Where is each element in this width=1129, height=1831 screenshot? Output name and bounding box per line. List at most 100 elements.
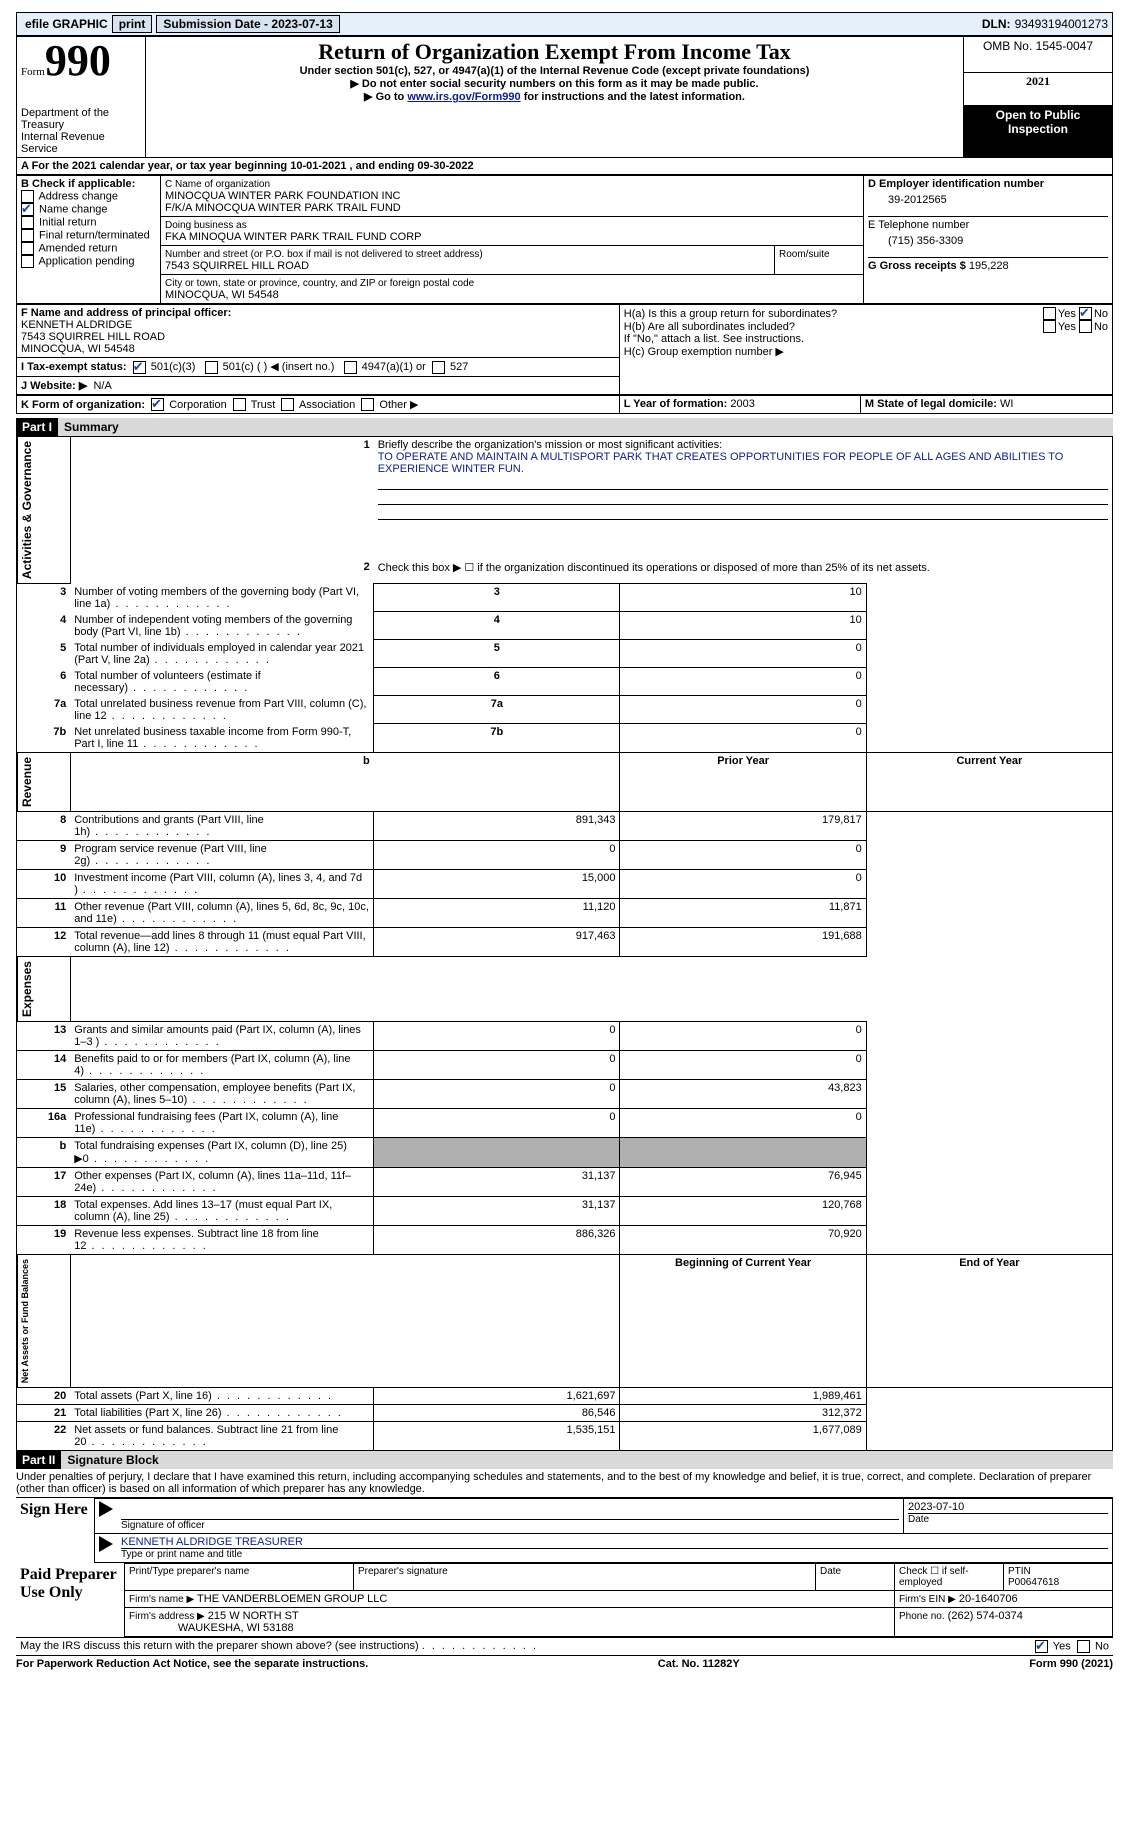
firm-addr-label: Firm's address ▶ — [129, 1611, 205, 1622]
gross-receipts: 195,228 — [969, 260, 1009, 272]
firm-ein-label: Firm's EIN ▶ — [899, 1594, 956, 1605]
dln-label: DLN: — [982, 17, 1011, 31]
firm-name-label: Firm's name ▶ — [129, 1594, 194, 1605]
sig-arrow-icon — [99, 1536, 113, 1552]
summary-row: 4 Number of independent voting members o… — [17, 612, 1113, 640]
submission-button[interactable]: Submission Date - 2023-07-13 — [156, 15, 339, 33]
website: N/A — [93, 380, 111, 392]
street-label: Number and street (or P.O. box if mail i… — [165, 249, 483, 260]
checkbox[interactable] — [21, 242, 34, 255]
i-527[interactable] — [432, 361, 445, 374]
city: MINOCQUA, WI 54548 — [165, 289, 279, 301]
k-other[interactable] — [361, 398, 374, 411]
dln-value: 93493194001273 — [1015, 17, 1108, 31]
col-prior: Prior Year — [620, 752, 866, 811]
officer-group-info: F Name and address of principal officer:… — [16, 304, 1113, 395]
summary-row: 7a Total unrelated business revenue from… — [17, 696, 1113, 724]
summary-row: 3 Number of voting members of the govern… — [17, 584, 1113, 612]
vtext-net: Net Assets or Fund Balances — [17, 1255, 32, 1387]
summary-row: 9 Program service revenue (Part VIII, li… — [17, 840, 1113, 869]
ha-yes[interactable] — [1043, 307, 1056, 320]
discuss-no[interactable] — [1077, 1640, 1090, 1653]
officer-name: KENNETH ALDRIDGE — [21, 319, 132, 331]
summary-row: 17 Other expenses (Part IX, column (A), … — [17, 1167, 1113, 1196]
k-assoc[interactable] — [281, 398, 294, 411]
ein: 39-2012565 — [868, 190, 1108, 216]
org-name-1: MINOCQUA WINTER PARK FOUNDATION INC — [165, 190, 401, 202]
p-sig-label: Preparer's signature — [354, 1564, 816, 1591]
p-check: Check ☐ if self-employed — [895, 1564, 1004, 1591]
col-boy: Beginning of Current Year — [620, 1254, 866, 1387]
ha-no[interactable] — [1079, 307, 1092, 320]
city-label: City or town, state or province, country… — [165, 278, 474, 289]
box-e-label: E Telephone number — [868, 216, 1108, 231]
org-name-2: F/K/A MINOCQUA WINTER PARK TRAIL FUND — [165, 202, 401, 214]
box-k-label: K Form of organization: — [21, 399, 145, 411]
checkbox[interactable] — [21, 229, 34, 242]
ptin: P00647618 — [1008, 1577, 1059, 1588]
i-501c3[interactable] — [133, 361, 146, 374]
i-501c[interactable] — [205, 361, 218, 374]
box-b-item: Application pending — [21, 255, 156, 268]
sig-date: 2023-07-10 — [908, 1501, 1108, 1513]
footer: For Paperwork Reduction Act Notice, see … — [16, 1656, 1113, 1672]
state-domicile: WI — [1000, 398, 1013, 410]
type-name-label: Type or print name and title — [121, 1548, 1108, 1560]
date-label: Date — [908, 1513, 1108, 1525]
hb-yes[interactable] — [1043, 320, 1056, 333]
vtext-revenue: Revenue — [17, 753, 36, 811]
part2-header: Part II Signature Block — [16, 1451, 1113, 1469]
paid-preparer-label: Paid Preparer Use Only — [16, 1564, 125, 1637]
line1-label: Briefly describe the organization's miss… — [378, 439, 722, 451]
firm-addr1: 215 W NORTH ST — [208, 1610, 299, 1622]
part1-table: Activities & Governance 1 Briefly descri… — [16, 436, 1113, 1451]
checkbox[interactable] — [21, 255, 34, 268]
sig-officer-label: Signature of officer — [121, 1519, 899, 1531]
klm-row: K Form of organization: Corporation Trus… — [16, 395, 1113, 415]
dba-label: Doing business as — [165, 220, 247, 231]
checkbox[interactable] — [21, 203, 34, 216]
ptin-label: PTIN — [1008, 1566, 1031, 1577]
subtitle: Under section 501(c), 527, or 4947(a)(1)… — [150, 65, 959, 77]
omb: OMB No. 1545-0047 — [964, 37, 1113, 73]
box-j-label: J Website: ▶ — [21, 380, 87, 392]
street: 7543 SQUIRREL HILL ROAD — [165, 260, 309, 272]
i-4947[interactable] — [344, 361, 357, 374]
hb-no[interactable] — [1079, 320, 1092, 333]
summary-row: 6 Total number of volunteers (estimate i… — [17, 668, 1113, 696]
room-label: Room/suite — [779, 249, 830, 260]
part1-header: Part I Summary — [16, 418, 1113, 436]
footer-left: For Paperwork Reduction Act Notice, see … — [16, 1658, 368, 1670]
box-b-item: Amended return — [21, 242, 156, 255]
box-b-item: Final return/terminated — [21, 229, 156, 242]
tax-year: 2021 — [964, 73, 1113, 105]
return-title: Return of Organization Exempt From Incom… — [150, 39, 959, 65]
summary-row: 10 Investment income (Part VIII, column … — [17, 869, 1113, 898]
summary-row: 19 Revenue less expenses. Subtract line … — [17, 1225, 1113, 1254]
summary-row: 7b Net unrelated business taxable income… — [17, 724, 1113, 753]
box-b-item: Initial return — [21, 216, 156, 229]
footer-right: Form 990 (2021) — [1029, 1658, 1113, 1670]
vtext-expenses: Expenses — [17, 957, 36, 1021]
k-trust[interactable] — [233, 398, 246, 411]
summary-row: 20 Total assets (Part X, line 16) 1,621,… — [17, 1388, 1113, 1405]
box-m-label: M State of legal domicile: — [865, 398, 997, 410]
period-line: A For the 2021 calendar year, or tax yea… — [16, 158, 1113, 175]
box-c-name-label: C Name of organization — [165, 179, 270, 190]
summary-row: 5 Total number of individuals employed i… — [17, 640, 1113, 668]
k-corp[interactable] — [151, 398, 164, 411]
efile-label: efile GRAPHIC — [25, 17, 108, 31]
paid-preparer-table: Paid Preparer Use Only Print/Type prepar… — [16, 1563, 1113, 1637]
signature-table: Sign Here Signature of officer 2023-07-1… — [16, 1498, 1113, 1563]
officer-city: MINOCQUA, WI 54548 — [21, 343, 135, 355]
summary-row: 18 Total expenses. Add lines 13–17 (must… — [17, 1196, 1113, 1225]
form-label: Form990 — [21, 64, 111, 78]
print-button[interactable]: print — [112, 15, 153, 33]
summary-row: 22 Net assets or fund balances. Subtract… — [17, 1422, 1113, 1451]
summary-row: 21 Total liabilities (Part X, line 26) 8… — [17, 1405, 1113, 1422]
irs-link[interactable]: www.irs.gov/Form990 — [407, 91, 520, 103]
hb-note: If "No," attach a list. See instructions… — [624, 333, 1108, 345]
box-b-item: Address change — [21, 190, 156, 203]
discuss-yes[interactable] — [1035, 1640, 1048, 1653]
checkbox[interactable] — [21, 216, 34, 229]
